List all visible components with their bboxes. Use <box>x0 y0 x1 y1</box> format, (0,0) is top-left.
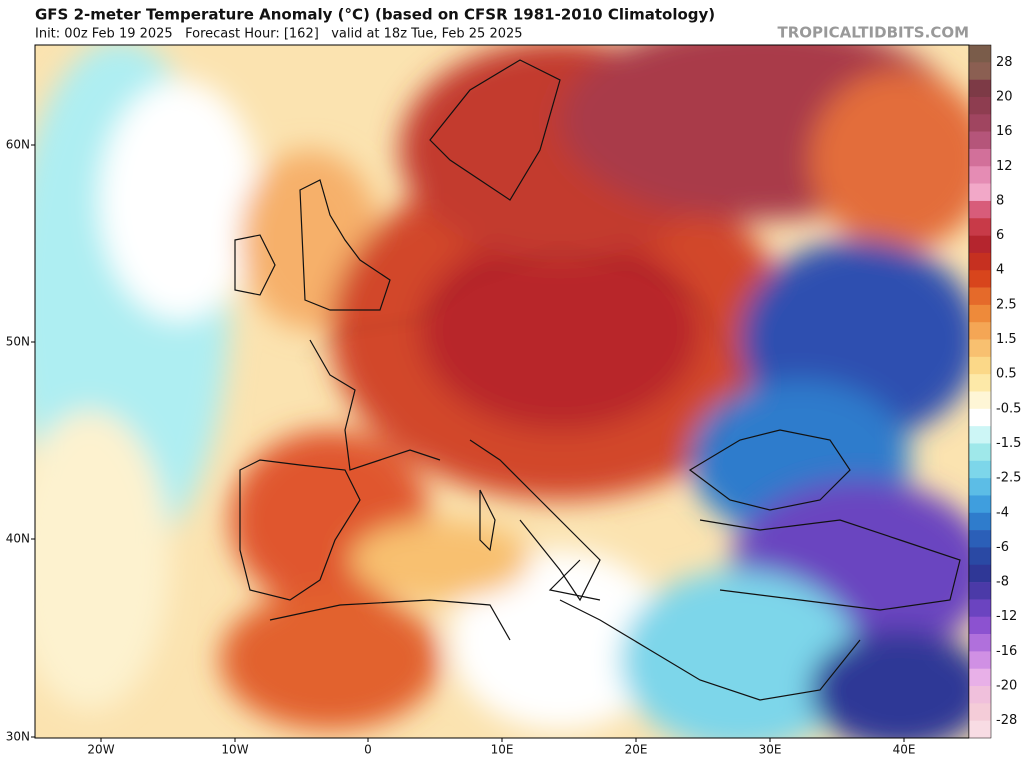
title: GFS 2-meter Temperature Anomaly (°C) (ba… <box>35 6 715 24</box>
colorbar-swatch <box>969 651 991 669</box>
colorbar-swatch <box>969 322 991 340</box>
colorbar-label: -16 <box>996 644 1017 659</box>
colorbar-swatch <box>969 62 991 80</box>
colorbar-swatch <box>969 148 991 167</box>
lat-label: 40N <box>6 532 30 546</box>
colorbar-swatch <box>969 374 991 392</box>
lat-label: 30N <box>6 730 30 744</box>
colorbar-swatch <box>969 616 991 635</box>
watermark: TROPICALTIDBITS.COM <box>778 24 970 42</box>
lon-label: 30E <box>759 743 782 757</box>
colorbar-swatch <box>969 339 991 358</box>
coastlines <box>234 59 961 701</box>
subtitle: Init: 00z Feb 19 2025 Forecast Hour: [16… <box>35 27 523 42</box>
colorbar-swatch <box>969 166 991 184</box>
colorbar-label: -0.5 <box>996 401 1021 416</box>
colorbar-swatch <box>969 96 991 115</box>
colorbar-swatch <box>969 356 991 375</box>
lon-label: 20E <box>625 743 648 757</box>
map-axes: 60N 50N 40N 30N 20W 10W 0 10E 20E 30E 40E <box>6 138 916 757</box>
colorbar-label: -8 <box>996 575 1009 590</box>
colorbar-swatch <box>969 218 991 236</box>
colorbar-swatch <box>969 426 991 444</box>
lon-label: 10E <box>491 743 514 757</box>
colorbar: 28 20 16 12 8 6 4 2.5 1.5 0.5 -0.5 -1.5 -2.5 -4 -6 -8 -1… <box>968 44 1021 739</box>
colorbar-swatch <box>969 391 991 410</box>
colorbar-label: -4 <box>996 505 1009 520</box>
colorbar-swatch <box>969 235 991 254</box>
lon-label: 10W <box>221 743 248 757</box>
colorbar-label: -12 <box>996 609 1017 624</box>
lat-label: 50N <box>6 335 30 349</box>
colorbar-swatch <box>969 183 991 202</box>
colorbar-swatch <box>969 131 991 150</box>
colorbar-label: 1.5 <box>996 332 1017 347</box>
anomaly-field <box>35 45 969 738</box>
lon-label: 0 <box>364 743 372 757</box>
colorbar-swatch <box>969 720 991 739</box>
colorbar-swatch <box>969 547 991 566</box>
colorbar-swatch <box>969 686 991 704</box>
colorbar-swatch <box>969 582 991 600</box>
colorbar-swatch <box>969 634 991 652</box>
colorbar-label: 12 <box>996 159 1013 174</box>
colorbar-label: -6 <box>996 540 1009 555</box>
colorbar-swatch <box>969 270 991 288</box>
colorbar-label: 0.5 <box>996 367 1017 382</box>
colorbar-swatch <box>969 304 991 323</box>
colorbar-label: 4 <box>996 263 1004 278</box>
colorbar-swatch <box>969 114 991 132</box>
colorbar-swatch <box>969 79 991 98</box>
lon-label: 20W <box>87 743 114 757</box>
colorbar-label: 28 <box>996 55 1013 70</box>
colorbar-swatch <box>969 460 991 479</box>
colorbar-swatch <box>969 564 991 583</box>
colorbar-label: -20 <box>996 679 1017 694</box>
colorbar-swatch <box>969 703 991 721</box>
colorbar-label: 2.5 <box>996 297 1017 312</box>
colorbar-swatch <box>969 668 991 687</box>
anomaly-blobs <box>35 45 969 738</box>
colorbar-label: -28 <box>996 713 1017 728</box>
colorbar-label: 20 <box>996 89 1013 104</box>
colorbar-swatch <box>969 478 991 496</box>
lat-label: 60N <box>6 138 30 152</box>
colorbar-label: 8 <box>996 193 1004 208</box>
lon-label: 40E <box>893 743 916 757</box>
colorbar-swatch <box>969 530 991 548</box>
colorbar-frame <box>968 44 992 739</box>
texture <box>299 249 741 471</box>
colorbar-swatch <box>969 512 991 531</box>
colorbar-swatch <box>969 599 991 618</box>
colorbar-swatch <box>969 200 991 219</box>
colorbar-label: -1.5 <box>996 436 1021 451</box>
colorbar-swatch <box>969 443 991 462</box>
colorbar-swatch <box>969 408 991 427</box>
colorbar-swatch <box>969 287 991 306</box>
colorbar-label: -2.5 <box>996 471 1021 486</box>
colorbar-swatch <box>969 45 991 63</box>
colorbar-label: 6 <box>996 228 1004 243</box>
colorbar-swatch <box>969 252 991 271</box>
colorbar-swatch <box>969 495 991 514</box>
colorbar-label: 16 <box>996 124 1013 139</box>
